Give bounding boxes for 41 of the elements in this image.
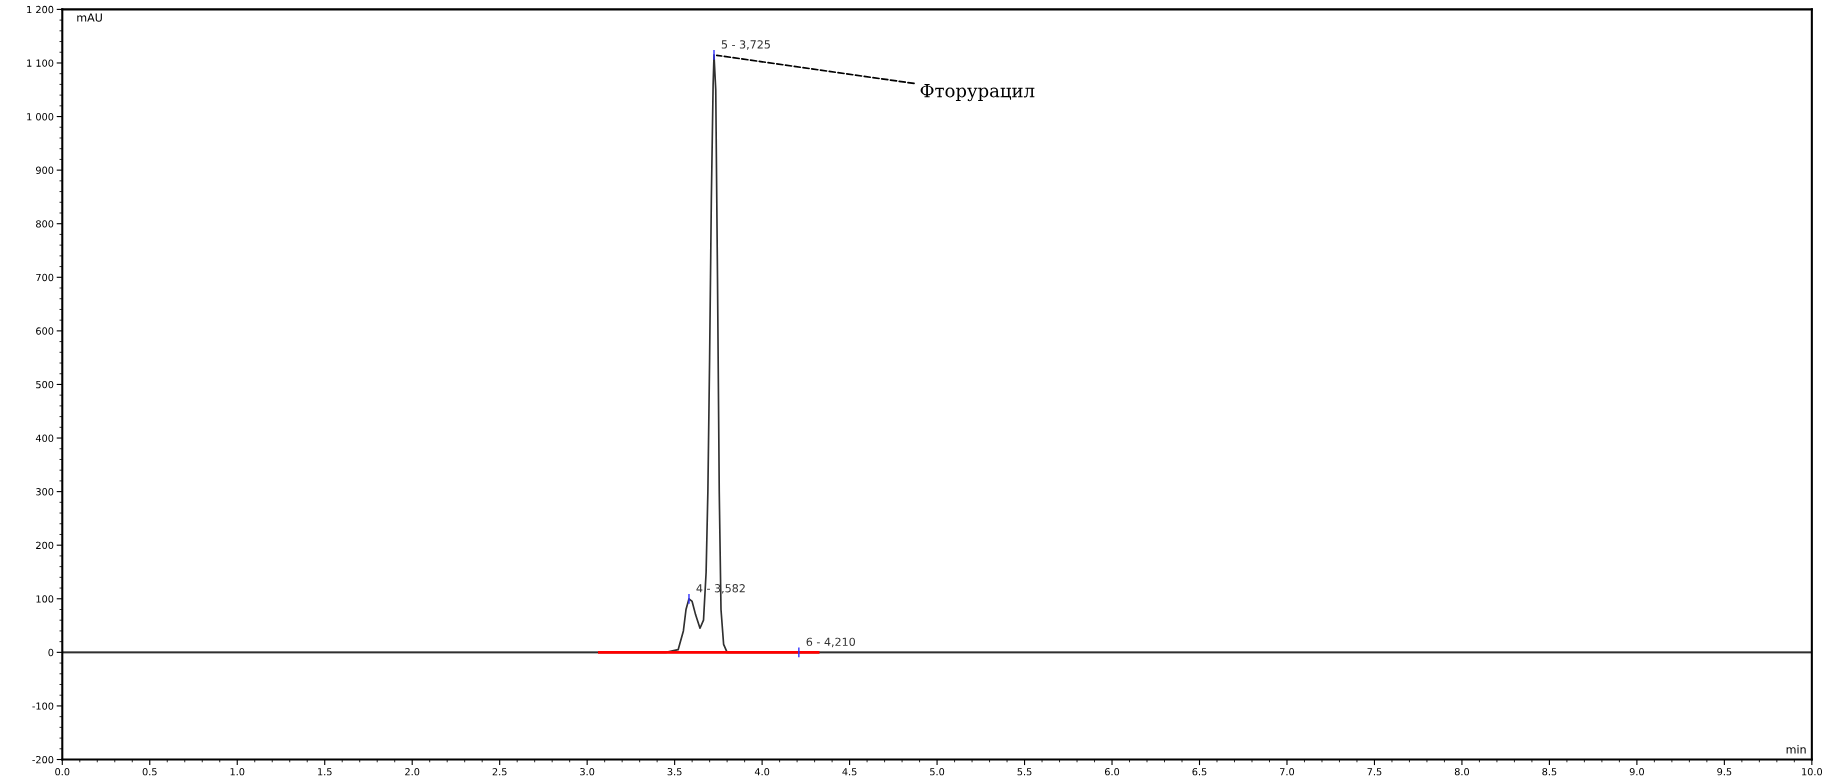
x-tick-label: 1.5 xyxy=(318,768,332,776)
y-tick-label: 800 xyxy=(36,220,54,228)
annotation: 5 - 3,725 xyxy=(721,40,770,50)
x-tick-label: 0.5 xyxy=(142,768,157,776)
x-tick-label: 3.5 xyxy=(667,768,682,776)
x-tick-label: 2.0 xyxy=(405,768,420,776)
y-tick-label: 900 xyxy=(36,166,54,174)
x-tick-label: 4.0 xyxy=(754,768,770,776)
y-axis-title: mAU xyxy=(77,13,102,22)
x-tick-label: 0.0 xyxy=(55,768,70,776)
x-axis-title: min xyxy=(1786,745,1806,754)
y-tick-label: 0 xyxy=(48,648,54,657)
x-tick-label: 8.5 xyxy=(1542,768,1557,776)
y-tick-label: 300 xyxy=(36,488,54,496)
x-tick-label: 9.0 xyxy=(1629,768,1644,776)
x-tick-label: 2.5 xyxy=(492,768,507,776)
x-tick-label: 9.5 xyxy=(1717,768,1732,776)
x-tick-label: 3.0 xyxy=(580,768,595,776)
y-tick-label: 200 xyxy=(36,541,54,550)
x-tick-label: 10.0 xyxy=(1802,768,1823,776)
x-tick-label: 4.5 xyxy=(842,768,857,776)
x-tick-label: 5.5 xyxy=(1017,768,1032,776)
y-tick-label: 1 100 xyxy=(27,59,54,67)
y-tick-label: -200 xyxy=(32,755,54,764)
x-tick-label: 7.0 xyxy=(1280,768,1295,776)
x-tick-label: 7.5 xyxy=(1367,768,1382,776)
annotation: Фторурацил xyxy=(920,84,1035,102)
x-tick-label: 6.5 xyxy=(1192,768,1207,776)
y-tick-label: 1 000 xyxy=(27,113,54,121)
y-tick-label: 400 xyxy=(35,434,54,442)
x-tick-label: 6.0 xyxy=(1104,768,1120,776)
y-tick-label: 500 xyxy=(36,380,54,389)
y-tick-label: 700 xyxy=(36,273,54,282)
y-tick-label: 1 200 xyxy=(27,5,54,14)
annotation: 6 - 4,210 xyxy=(806,637,856,648)
x-tick-label: 1.0 xyxy=(230,768,245,776)
x-tick-label: 5.0 xyxy=(930,768,945,776)
y-tick-label: -100 xyxy=(32,702,54,710)
y-tick-label: 600 xyxy=(36,327,54,335)
y-tick-label: 100 xyxy=(36,595,54,603)
x-tick-label: 8.0 xyxy=(1454,768,1470,776)
